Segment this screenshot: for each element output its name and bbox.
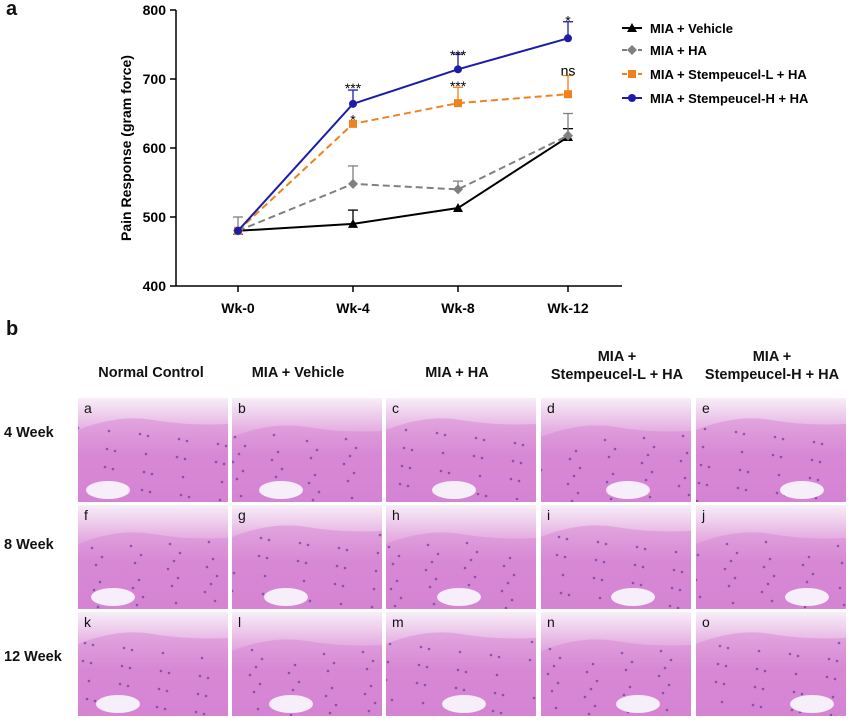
histology-image: a	[78, 398, 228, 502]
data-point	[563, 130, 573, 141]
legend-entry: MIA + Vehicle	[650, 21, 733, 36]
series-line	[237, 37, 569, 232]
column-header: MIA + Vehicle	[251, 365, 345, 381]
tissue-texture	[386, 632, 536, 716]
tissue-texture	[78, 418, 228, 502]
tile-label: c	[392, 400, 399, 416]
data-point	[454, 65, 462, 74]
tissue-texture	[696, 532, 846, 609]
row-header: 4 Week	[4, 425, 54, 441]
histology-image: m	[386, 612, 536, 716]
x-tick-label: Wk-0	[221, 300, 255, 316]
tile-label: a	[84, 400, 92, 416]
data-point	[348, 178, 358, 189]
legend-entry: MIA + Stempeucel-H + HA	[650, 91, 809, 106]
tile-label: d	[547, 400, 555, 416]
tile-label: f	[84, 507, 88, 523]
series-line	[237, 134, 569, 232]
tissue-texture	[78, 532, 228, 609]
significance-annotation: ***	[450, 78, 467, 94]
column-header: Normal Control	[98, 365, 204, 381]
legend-entry: MIA + Stempeucel-L + HA	[650, 67, 807, 82]
x-tick-label: Wk-8	[441, 300, 475, 316]
tile-label: n	[547, 614, 555, 630]
histology-image: d	[541, 398, 691, 502]
histology-image: n	[541, 612, 691, 716]
histology-image: k	[78, 612, 228, 716]
data-point	[349, 99, 357, 108]
histology-image: l	[232, 612, 382, 716]
column-header: MIA + Stempeucel-L + HA	[550, 349, 684, 383]
row-header: 12 Week	[4, 649, 62, 665]
tissue-texture	[386, 532, 536, 609]
data-point	[564, 34, 572, 43]
tile-label: i	[547, 507, 551, 523]
significance-annotation: ns	[561, 63, 576, 79]
histology-image: g	[232, 505, 382, 609]
data-point	[453, 184, 463, 195]
tissue-texture	[78, 632, 228, 716]
pain-response-chart: 400 500 600 700 800 Wk-0 Wk-4 Wk-8 Wk-12 Pain Res…	[118, 2, 809, 316]
column-header: MIA + Stempeucel-H + HA	[704, 349, 840, 383]
tissue-texture	[541, 425, 691, 502]
histology-image: e	[696, 398, 846, 502]
series-line	[237, 93, 569, 232]
histology-image: c	[386, 398, 536, 502]
significance-annotation: *	[350, 112, 356, 128]
panel-label-a: a	[6, 0, 18, 20]
tile-label: g	[238, 507, 246, 523]
column-header: MIA + HA	[425, 365, 489, 381]
legend-marker	[627, 23, 637, 32]
tile-label: j	[702, 507, 706, 523]
data-point	[234, 226, 242, 235]
y-tick-label: 500	[143, 209, 167, 225]
data-point	[348, 218, 358, 228]
histology-image: b	[232, 398, 382, 502]
data-point	[453, 203, 463, 213]
tile-label: o	[702, 614, 710, 630]
data-point	[564, 90, 572, 99]
y-tick-label: 400	[143, 278, 167, 294]
histology-image: i	[541, 505, 691, 609]
tissue-texture	[541, 639, 691, 716]
y-tick-label: 600	[143, 140, 167, 156]
tissue-texture	[386, 418, 536, 502]
histology-image: j	[696, 505, 846, 609]
tissue-texture	[232, 425, 382, 502]
tissue-texture	[696, 418, 846, 502]
significance-annotation: ***	[345, 80, 362, 96]
tile-label: m	[392, 614, 404, 630]
legend-entry: MIA + HA	[650, 43, 708, 58]
data-point	[349, 119, 357, 128]
legend-marker	[628, 94, 636, 102]
x-tick-label: Wk-4	[336, 300, 370, 316]
histology-image: f	[78, 505, 228, 609]
y-axis-label: Pain Response (gram force)	[118, 55, 134, 241]
x-tick-label: Wk-12	[547, 300, 588, 316]
panel-label-b: b	[6, 318, 19, 340]
histology-image: h	[386, 505, 536, 609]
legend-marker	[628, 70, 636, 78]
tile-label: e	[702, 400, 710, 416]
tile-label: k	[84, 614, 91, 630]
histology-image: o	[696, 612, 846, 716]
tile-label: h	[392, 507, 400, 523]
tissue-texture	[696, 632, 846, 716]
significance-annotation: *	[565, 12, 571, 28]
significance-annotation: ***	[450, 47, 467, 63]
tile-label: b	[238, 400, 246, 416]
data-point	[454, 99, 462, 108]
tile-label: l	[238, 614, 242, 630]
row-header: 8 Week	[4, 537, 54, 553]
y-tick-label: 800	[143, 2, 167, 18]
legend-marker	[627, 45, 637, 55]
tissue-texture	[232, 525, 382, 609]
series-line	[237, 136, 569, 232]
y-tick-label: 700	[143, 71, 167, 87]
tissue-texture	[541, 525, 691, 609]
tissue-texture	[232, 639, 382, 716]
